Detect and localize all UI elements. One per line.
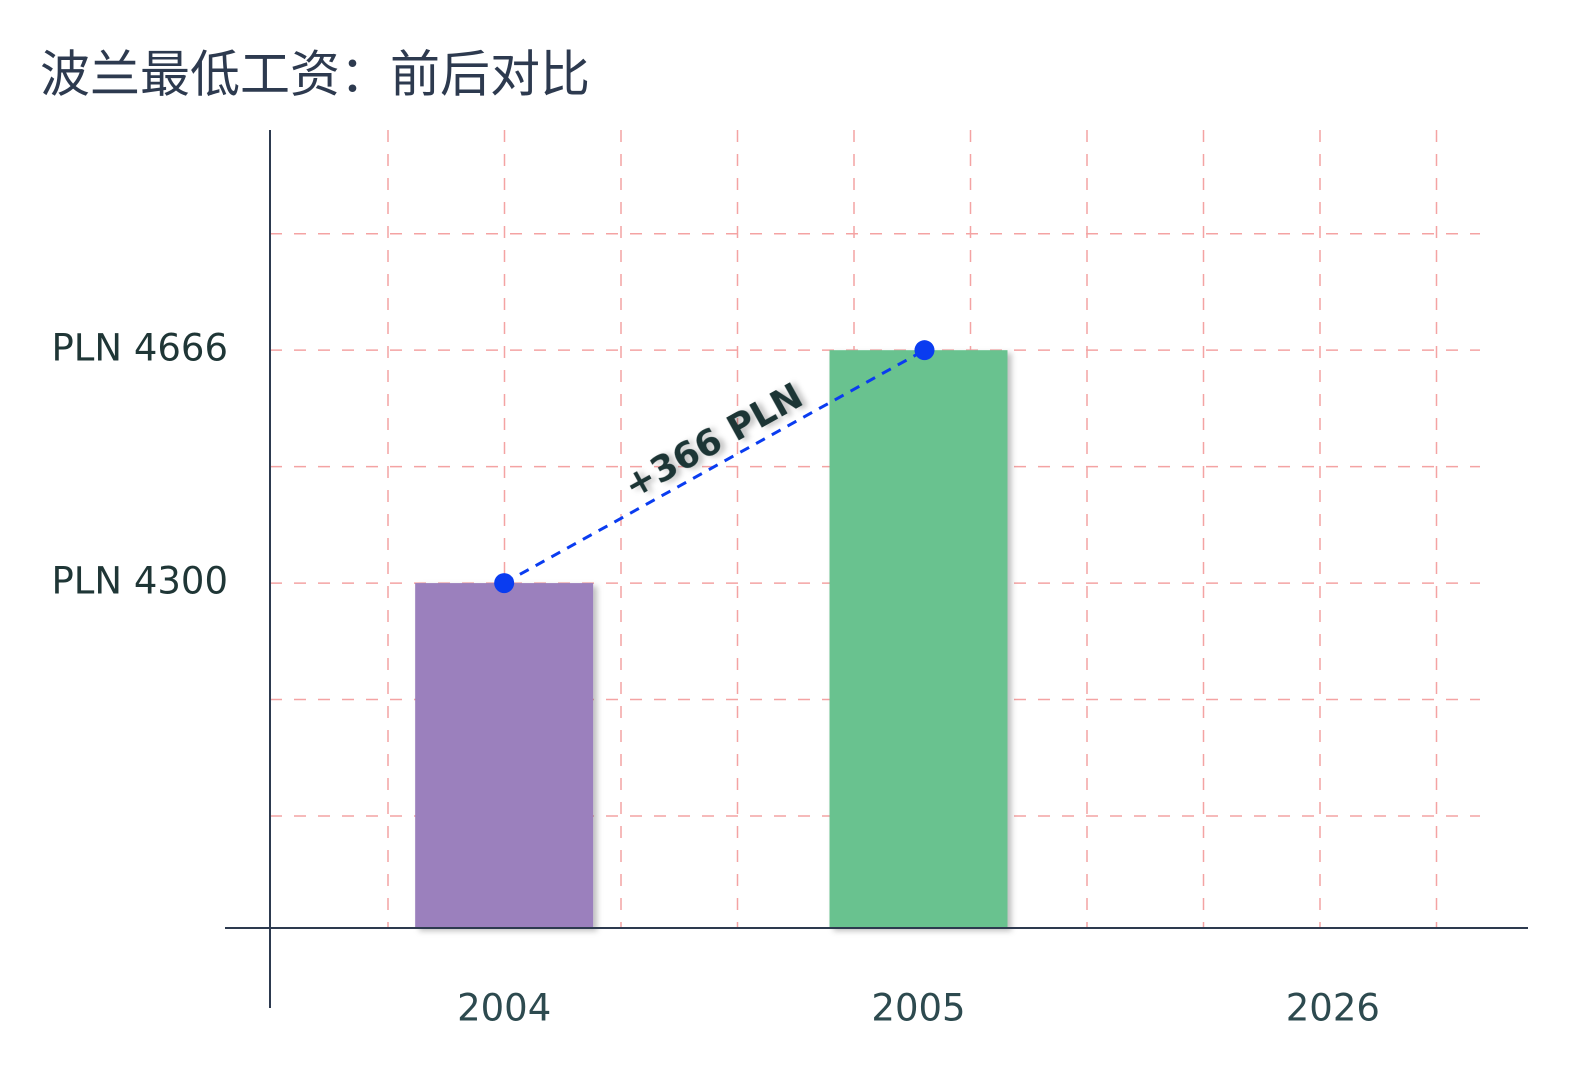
x-tick-label: 2026 bbox=[1286, 987, 1380, 1030]
bar bbox=[829, 350, 1008, 928]
change-label: +366 PLN bbox=[617, 376, 809, 507]
bar bbox=[415, 583, 594, 928]
y-tick-label: PLN 4300 bbox=[51, 560, 228, 603]
x-tick-label: 2004 bbox=[457, 987, 551, 1030]
chart-title: 波兰最低工资：前后对比 bbox=[40, 46, 590, 104]
y-tick-label: PLN 4666 bbox=[51, 327, 228, 370]
point bbox=[914, 340, 935, 361]
change-line bbox=[503, 348, 926, 585]
point bbox=[494, 573, 515, 594]
x-tick-label: 2005 bbox=[871, 987, 965, 1030]
